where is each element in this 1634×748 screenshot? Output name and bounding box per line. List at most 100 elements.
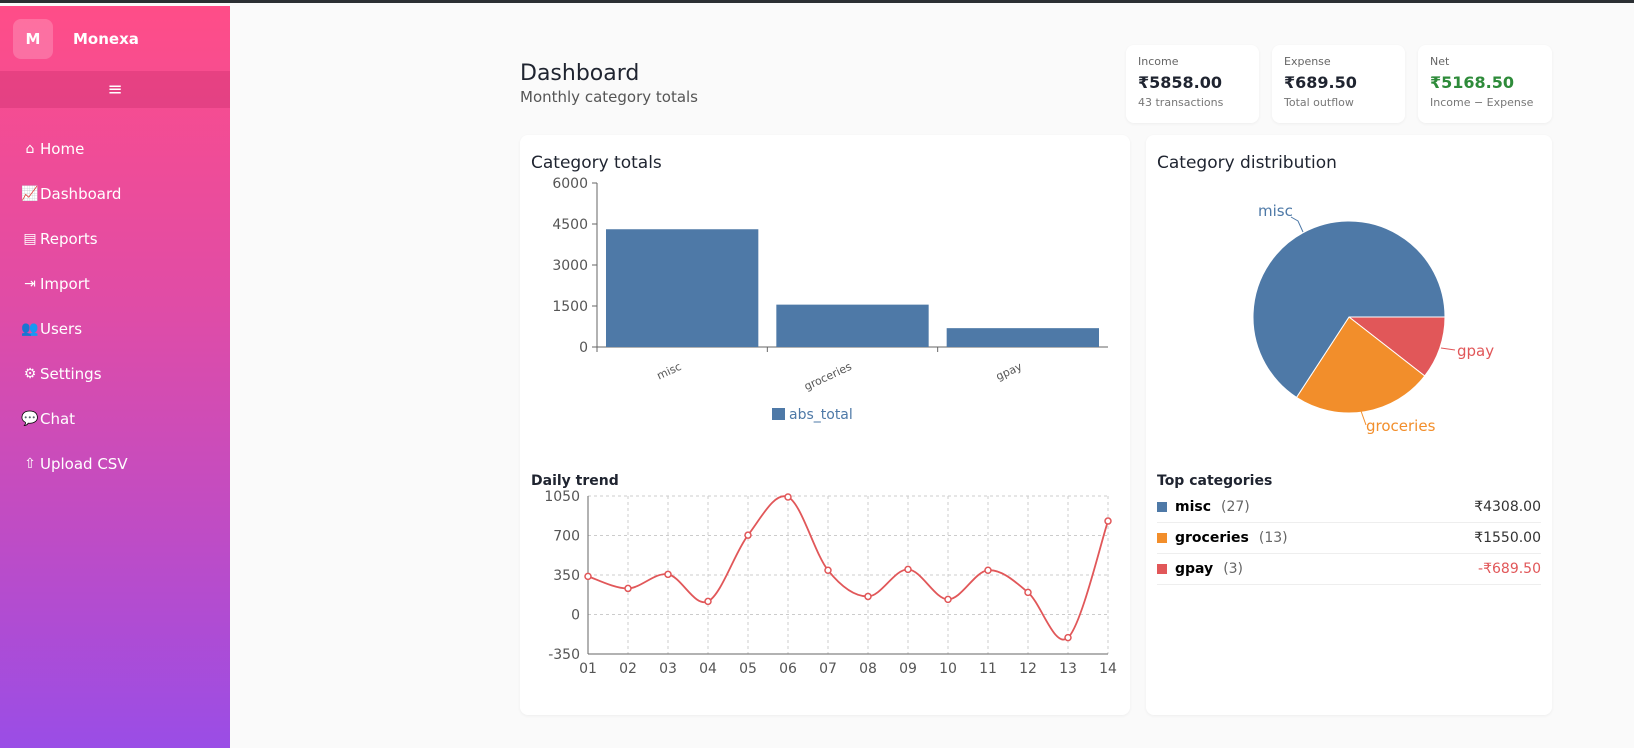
bar-gpay	[946, 328, 1099, 347]
pie-chart-title: Category distribution	[1157, 153, 1337, 173]
color-swatch	[1157, 502, 1167, 512]
y-tick-label: 350	[553, 568, 580, 584]
pie-label: misc	[1258, 202, 1293, 220]
menu-toggle-button[interactable]: ≡	[0, 71, 230, 108]
stat-sub: Income − Expense	[1430, 96, 1534, 109]
top-categories-title: Top categories	[1157, 473, 1273, 489]
y-tick-label: 1050	[544, 489, 580, 505]
page-subtitle: Monthly category totals	[520, 88, 699, 106]
x-tick-label: 13	[1059, 661, 1077, 677]
logo: M	[13, 18, 53, 59]
trend-point-03	[664, 570, 672, 579]
bar-chart-title: Category totals	[531, 153, 662, 173]
trend-point-05	[744, 531, 752, 539]
y-tick-label: -350	[548, 647, 580, 663]
page-title: Dashboard	[520, 61, 640, 86]
sidebar-item-label: Settings	[40, 364, 102, 383]
y-tick-label: 0	[571, 608, 580, 624]
category-name: gpay	[1175, 561, 1214, 577]
pie-label: gpay	[1457, 342, 1494, 360]
category-name: groceries	[1175, 530, 1249, 546]
trend-point-07	[824, 566, 832, 575]
y-tick-label: 1500	[552, 299, 588, 315]
x-tick-label: 11	[979, 661, 997, 677]
sidebar-item-label: Chat	[40, 409, 76, 428]
x-tick-label: 01	[579, 661, 597, 677]
x-tick-label: 03	[659, 661, 677, 677]
category-count: (27)	[1221, 499, 1250, 515]
sidebar-item-upload-csv[interactable]: ⇧ Upload CSV	[0, 441, 230, 486]
x-tick-label: gpay	[994, 360, 1025, 383]
stat-value: ₹5858.00	[1138, 73, 1223, 92]
file-icon: ▤	[23, 230, 37, 247]
sidebar-item-home[interactable]: ⌂ Home	[0, 126, 230, 171]
top-category-row: gpay (3) -₹689.50	[1157, 554, 1541, 585]
sidebar-item-reports[interactable]: ▤ Reports	[0, 216, 230, 261]
pie-slice-misc	[1252, 220, 1446, 399]
y-tick-label: 0	[579, 340, 588, 356]
trend-point-04	[704, 597, 712, 606]
sidebar-item-users[interactable]: 👥 Users	[0, 306, 230, 351]
sidebar-item-label: Import	[40, 274, 90, 293]
chart-line-icon: 📈	[21, 185, 39, 202]
expense-card: Expense ₹689.50 Total outflow	[1272, 45, 1405, 123]
category-amount: ₹1550.00	[1474, 530, 1541, 546]
stat-sub: Total outflow	[1284, 96, 1354, 109]
x-tick-label: 12	[1019, 661, 1037, 677]
page-header: Dashboard Monthly category totals	[520, 61, 698, 106]
upload-icon: ⇧	[24, 455, 36, 472]
x-tick-label: 08	[859, 661, 877, 677]
sidebar-item-settings[interactable]: ⚙ Settings	[0, 351, 230, 396]
x-tick-label: groceries	[802, 360, 854, 393]
category-amount: ₹4308.00	[1474, 499, 1541, 515]
sidebar-item-import[interactable]: ⇥ Import	[0, 261, 230, 306]
stat-value: ₹5168.50	[1430, 73, 1515, 92]
sidebar-item-label: Users	[40, 319, 83, 338]
sidebar-item-label: Home	[40, 139, 85, 158]
trend-point-12	[1024, 588, 1032, 597]
stat-label: Income	[1138, 55, 1179, 68]
sidebar-item-label: Dashboard	[40, 184, 122, 203]
color-swatch	[1157, 564, 1167, 574]
y-tick-label: 4500	[552, 217, 588, 233]
stat-label: Expense	[1284, 55, 1331, 68]
line-chart-title: Daily trend	[531, 473, 619, 489]
category-count: (3)	[1223, 561, 1244, 577]
stat-sub: 43 transactions	[1138, 96, 1224, 109]
legend-label: abs_total	[789, 407, 853, 423]
net-card: Net ₹5168.50 Income − Expense	[1418, 45, 1552, 123]
y-tick-label: 3000	[552, 258, 588, 274]
trend-point-02	[624, 584, 632, 593]
x-tick-label: 06	[779, 661, 797, 677]
top-categories-list: misc (27) ₹4308.00 groceries (13) ₹1550.00 gpa…	[1157, 492, 1541, 585]
sidebar-item-chat[interactable]: 💬 Chat	[0, 396, 230, 441]
import-icon: ⇥	[24, 275, 36, 292]
trend-point-13	[1064, 633, 1072, 642]
brand[interactable]: M Monexa	[0, 6, 230, 71]
gear-icon: ⚙	[23, 365, 37, 382]
y-tick-label: 700	[553, 529, 580, 545]
hamburger-icon: ≡	[107, 79, 123, 100]
x-tick-label: 10	[939, 661, 957, 677]
y-tick-label: 6000	[552, 176, 588, 192]
trend-point-10	[944, 595, 952, 604]
x-tick-label: 05	[739, 661, 757, 677]
stat-value: ₹689.50	[1284, 73, 1357, 92]
x-tick-label: 09	[899, 661, 917, 677]
users-icon: 👥	[21, 320, 39, 337]
trend-point-14	[1104, 517, 1112, 525]
trend-point-09	[904, 565, 912, 574]
pie-label: groceries	[1366, 417, 1436, 435]
x-tick-label: 02	[619, 661, 637, 677]
brand-name: Monexa	[73, 29, 139, 48]
category-amount: -₹689.50	[1478, 561, 1541, 577]
x-tick-label: 14	[1099, 661, 1117, 677]
trend-point-11	[984, 566, 992, 575]
trend-point-01	[584, 572, 592, 581]
sidebar: M Monexa ≡ ⌂ Home 📈 Dashboard ▤ Reports ⇥ Impor…	[0, 6, 230, 748]
sidebar-item-dashboard[interactable]: 📈 Dashboard	[0, 171, 230, 216]
x-tick-label: 04	[699, 661, 717, 677]
category-count: (13)	[1258, 530, 1288, 546]
sidebar-item-label: Upload CSV	[40, 454, 128, 473]
pie-label-line	[1360, 410, 1367, 426]
